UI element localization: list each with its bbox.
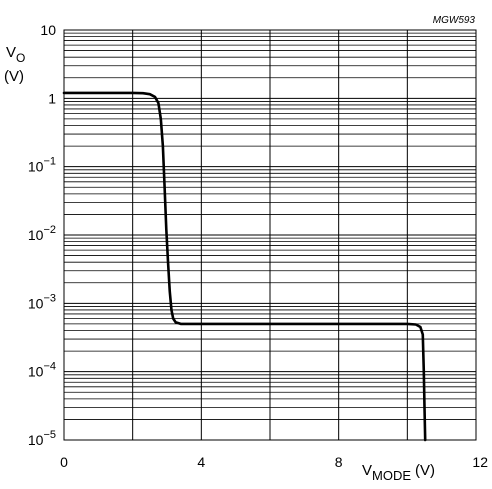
x-tick-labels: 0 4 8 12 xyxy=(60,454,488,470)
x-axis-unit: (V) xyxy=(415,462,435,479)
y-axis-title: VO (V) xyxy=(4,44,25,85)
plot-area xyxy=(62,29,477,442)
x-tick-label: 12 xyxy=(472,454,488,470)
plot-frame xyxy=(63,29,477,441)
y-tick-label: 10−4 xyxy=(28,361,56,380)
y-tick-label: 1 xyxy=(48,90,56,106)
x-axis-subscript: MODE xyxy=(372,468,411,483)
series-line xyxy=(62,91,427,442)
x-tick-label: 8 xyxy=(335,454,343,470)
svg-text:VMODE(V): VMODE (V) xyxy=(362,462,435,483)
y-axis-subscript: O xyxy=(16,51,25,65)
x-tick-label: 0 xyxy=(60,454,68,470)
y-axis-symbol: V xyxy=(6,44,16,61)
svg-text:VO: VO xyxy=(6,44,25,65)
y-tick-label: 10−1 xyxy=(28,156,56,175)
y-axis-unit: (V) xyxy=(4,68,24,85)
y-tick-label: 10 xyxy=(40,22,56,38)
x-axis-title: VMODE (V) xyxy=(362,462,435,483)
y-tick-label: 10−5 xyxy=(28,429,56,448)
y-tick-label: 10−2 xyxy=(28,224,56,243)
figure-id: MGW593 xyxy=(433,15,476,26)
y-tick-labels: 10 1 10−1 10−2 10−3 10−4 10−5 xyxy=(28,22,56,448)
x-axis-symbol: V xyxy=(362,462,372,479)
y-tick-label: 10−3 xyxy=(28,292,56,311)
x-tick-label: 4 xyxy=(197,454,205,470)
